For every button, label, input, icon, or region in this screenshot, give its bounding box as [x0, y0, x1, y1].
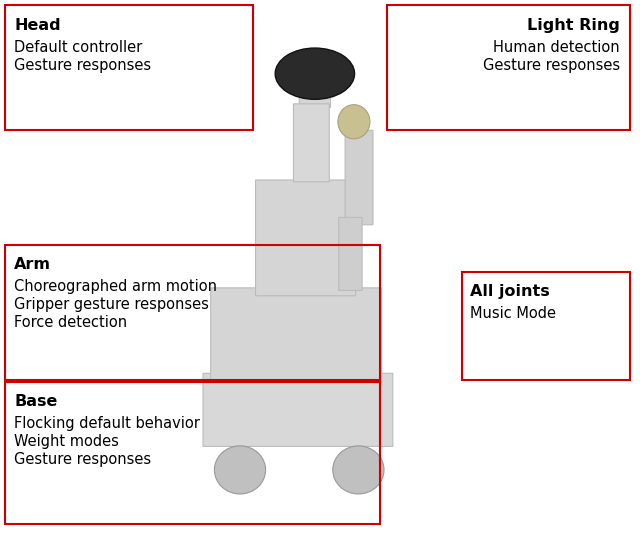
Ellipse shape [275, 48, 355, 99]
Bar [5, 5, 253, 130]
Text: Human detection: Human detection [493, 40, 620, 55]
Bar [462, 272, 630, 380]
Bar [5, 245, 380, 380]
FancyBboxPatch shape [211, 288, 381, 382]
Ellipse shape [333, 446, 384, 494]
FancyBboxPatch shape [300, 87, 330, 108]
FancyBboxPatch shape [203, 373, 393, 446]
Text: Choreographed arm motion: Choreographed arm motion [14, 279, 217, 294]
Text: Weight modes: Weight modes [14, 434, 119, 449]
Ellipse shape [214, 446, 266, 494]
Text: Base: Base [14, 394, 58, 409]
FancyBboxPatch shape [345, 130, 373, 225]
Bar [387, 5, 630, 130]
Text: Gesture responses: Gesture responses [483, 58, 620, 73]
Text: Arm: Arm [14, 257, 51, 272]
Bar [5, 382, 380, 524]
Text: All joints: All joints [470, 284, 550, 299]
FancyBboxPatch shape [294, 104, 329, 182]
Text: Force detection: Force detection [14, 315, 127, 330]
FancyBboxPatch shape [255, 180, 356, 296]
Text: Default controller: Default controller [14, 40, 142, 55]
Text: Gripper gesture responses: Gripper gesture responses [14, 297, 209, 312]
Text: Gesture responses: Gesture responses [14, 452, 151, 467]
Text: Gesture responses: Gesture responses [14, 58, 151, 73]
Text: Music Mode: Music Mode [470, 306, 556, 321]
Ellipse shape [338, 105, 370, 139]
FancyBboxPatch shape [339, 217, 362, 290]
Text: Flocking default behavior: Flocking default behavior [14, 416, 200, 431]
Text: Light Ring: Light Ring [527, 18, 620, 33]
Text: Head: Head [14, 18, 61, 33]
